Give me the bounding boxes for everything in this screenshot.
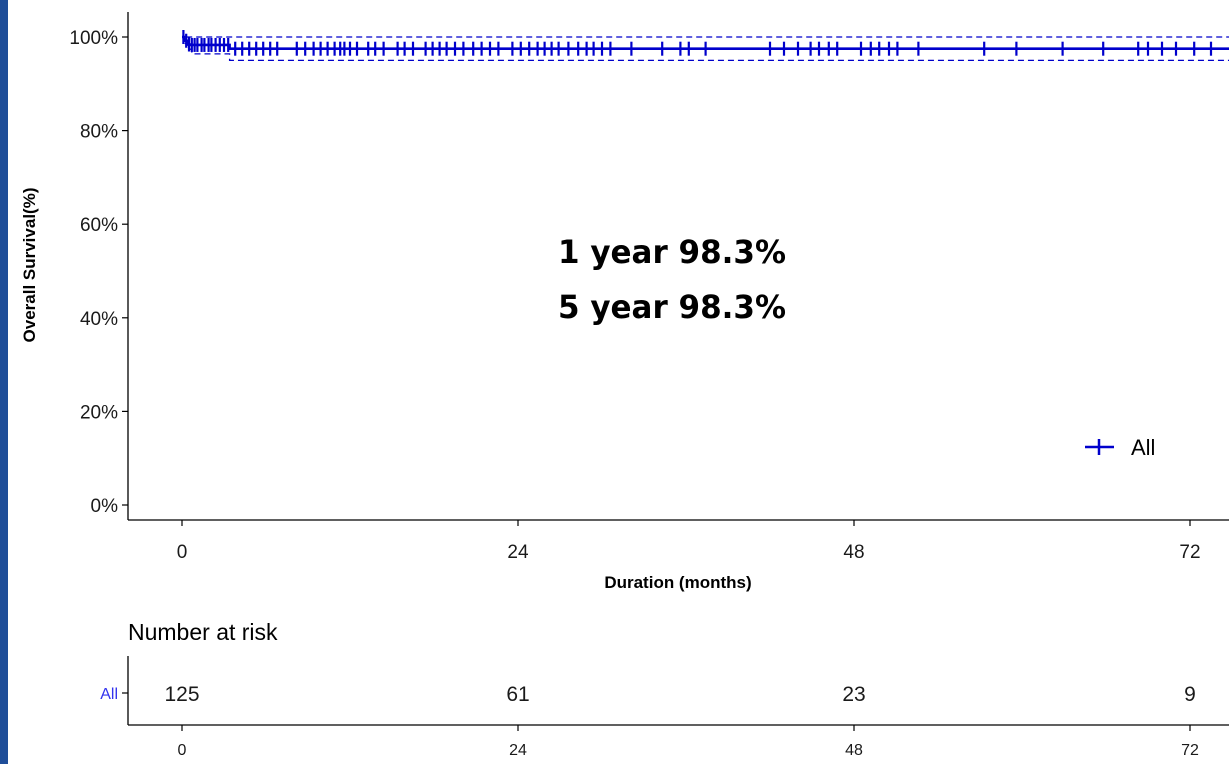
risk-table-title: Number at risk [128,619,278,645]
annotation-1-year: 1 year 98.3% [558,233,786,271]
y-tick-label: 60% [80,215,118,236]
risk-table-x-ticks: 0 24 48 72 [178,725,1199,759]
risk-count: 23 [842,683,865,706]
risk-x-tick-label: 24 [509,742,527,759]
legend: All [1085,435,1155,460]
x-axis-title: Duration (months) [604,573,751,592]
km-plot-svg: 0% 20% 40% 60% 80% 100% 0 24 48 72 Duration (mon… [20,12,1229,759]
y-tick-label: 0% [91,496,119,517]
risk-count: 125 [164,683,199,706]
y-tick-label: 40% [80,309,118,330]
y-tick-label: 100% [69,28,118,49]
risk-table-counts: 125 61 23 9 [164,683,1195,706]
y-tick-label: 80% [80,122,118,143]
x-tick-label: 48 [843,542,864,563]
x-tick-label: 0 [177,542,188,563]
legend-label-all: All [1131,435,1155,460]
risk-table-strata-label: All [100,686,118,703]
annotation-5-year: 5 year 98.3% [558,288,786,326]
y-axis-ticks: 0% 20% 40% 60% 80% 100% [69,28,128,517]
risk-x-tick-label: 72 [1181,742,1199,759]
ci-lower-line [184,42,1229,62]
risk-x-tick-label: 48 [845,742,863,759]
y-axis-title: Overall Survival(%) [20,188,39,343]
x-tick-label: 72 [1179,542,1200,563]
km-chart-figure: 0% 20% 40% 60% 80% 100% 0 24 48 72 Duration (mon… [8,0,1229,764]
x-axis-ticks: 0 24 48 72 [177,520,1201,563]
risk-count: 61 [506,683,529,706]
censor-marks-group [182,30,1213,56]
risk-count: 9 [1184,683,1196,706]
x-tick-label: 24 [507,542,529,563]
y-tick-label: 20% [80,402,118,423]
risk-x-tick-label: 0 [178,742,187,759]
